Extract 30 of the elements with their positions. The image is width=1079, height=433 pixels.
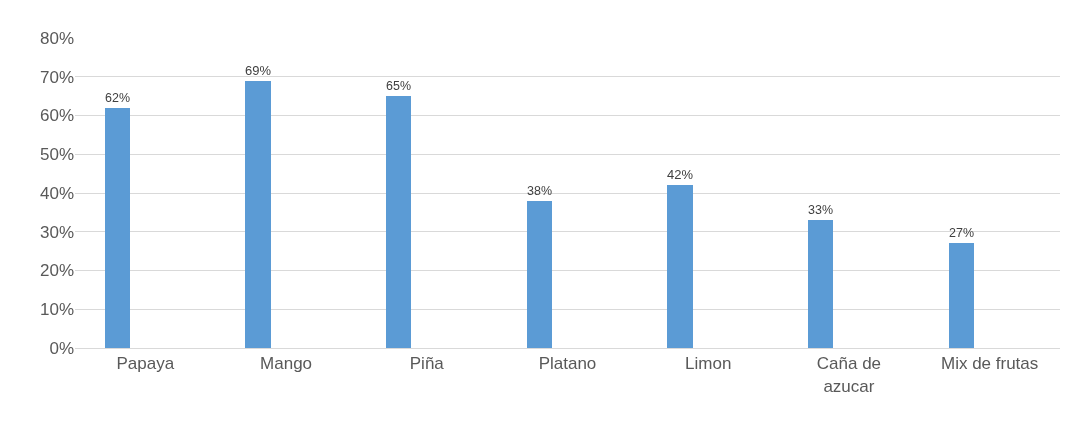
bar xyxy=(105,108,130,348)
x-tick-label: Piña xyxy=(409,354,445,374)
y-tick-label: 50% xyxy=(39,145,74,165)
y-tick-label: 0% xyxy=(49,338,74,358)
data-label: 65% xyxy=(386,79,411,94)
y-tick-label: 60% xyxy=(39,106,74,126)
bar xyxy=(667,185,693,348)
x-tick-label: Platano xyxy=(538,354,597,374)
data-label: 33% xyxy=(808,203,833,218)
x-tick-label: Limon xyxy=(685,354,732,374)
y-tick-label: 40% xyxy=(39,183,74,203)
bar xyxy=(949,243,974,348)
y-tick-label: 10% xyxy=(39,300,74,320)
bar xyxy=(386,96,411,348)
data-label: 38% xyxy=(527,184,552,199)
y-tick-label: 30% xyxy=(39,222,74,242)
data-label: 27% xyxy=(949,226,974,241)
x-tick-label: Caña de azucar xyxy=(816,354,882,396)
x-tick-label: Mango xyxy=(260,354,313,374)
y-tick-label: 70% xyxy=(39,67,74,87)
bar xyxy=(245,81,271,348)
y-tick-label: 80% xyxy=(39,28,74,48)
data-label: 42% xyxy=(667,166,694,182)
x-tick-label: Papaya xyxy=(116,354,175,374)
bar xyxy=(808,220,833,348)
data-label: 62% xyxy=(105,91,130,106)
y-tick-label: 20% xyxy=(39,261,74,281)
bar xyxy=(527,201,552,348)
x-tick-label: Mix de frutas xyxy=(940,354,1039,374)
data-label: 69% xyxy=(245,62,272,78)
